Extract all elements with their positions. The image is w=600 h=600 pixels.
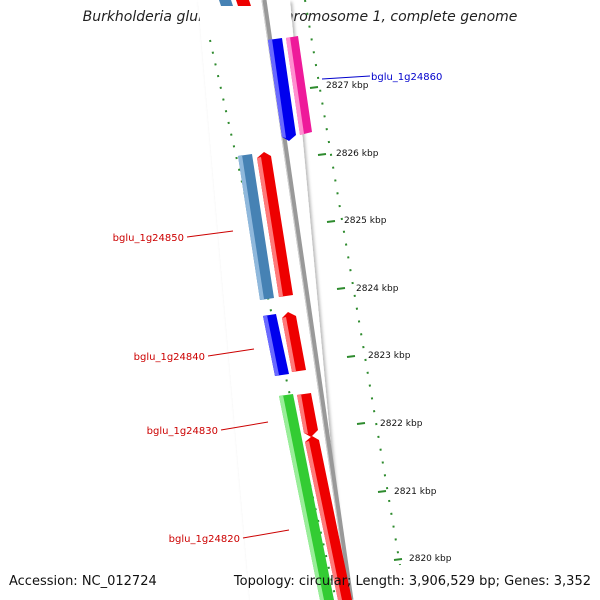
feature-bglu_1g24860-magenta	[286, 36, 312, 135]
feature-bglu_1g24850-red	[257, 152, 293, 297]
scale-tick-2823: 2823 kbp	[346, 351, 411, 361]
feature-top-red	[236, 0, 251, 6]
svg-text:bglu_1g24830: bglu_1g24830	[147, 426, 218, 437]
tick-label: 2824 kbp	[356, 284, 399, 294]
feature-bglu_1g24850-steelblue	[238, 154, 274, 300]
feature-bglu_1g24860-blue	[268, 38, 296, 141]
feature-bglu_1g24820-green	[279, 394, 334, 600]
tick-label: 2823 kbp	[368, 351, 411, 361]
scale-tick-2827: 2827 kbp	[309, 81, 369, 91]
outer-guide-line	[304, 0, 401, 566]
gene-label-bglu_1g24850[interactable]: bglu_1g24850	[113, 230, 234, 244]
svg-text:bglu_1g24820: bglu_1g24820	[169, 534, 240, 545]
gene-label-bglu_1g24830[interactable]: bglu_1g24830	[147, 421, 269, 437]
feature-bglu_1g24830-red	[297, 393, 318, 437]
feature-bglu_1g24840-red	[282, 312, 306, 372]
tick-label: 2820 kbp	[409, 554, 452, 564]
genome-summary-text: Topology: circular; Length: 3,906,529 bp…	[233, 574, 591, 589]
gene-label-bglu_1g24820[interactable]: bglu_1g24820	[169, 529, 290, 545]
scale-tick-2822: 2822 kbp	[356, 419, 423, 429]
scale-tick-2820: 2820 kbp	[393, 554, 452, 564]
svg-text:bglu_1g24850: bglu_1g24850	[113, 233, 184, 244]
tick-label: 2822 kbp	[380, 419, 423, 429]
feature-bglu_1g24820-red	[305, 436, 352, 600]
gene-label-bglu_1g24840[interactable]: bglu_1g24840	[134, 348, 255, 363]
svg-text:bglu_1g24840: bglu_1g24840	[134, 352, 205, 363]
scale-tick-2826: 2826 kbp	[317, 149, 379, 159]
accession-text: Accession: NC_012724	[9, 574, 157, 589]
tick-label: 2825 kbp	[344, 216, 387, 226]
scale-tick-2824: 2824 kbp	[336, 284, 399, 294]
tick-label: 2821 kbp	[394, 487, 437, 497]
scale-tick-2821: 2821 kbp	[377, 487, 437, 497]
feature-bglu_1g24840-blue	[263, 314, 289, 376]
feature-top-steelblue	[219, 0, 233, 6]
map-title: Burkholderia glumae BGR1 chromosome 1, c…	[82, 9, 518, 25]
gene-label-bglu_1g24860[interactable]: bglu_1g24860	[321, 72, 442, 83]
tick-label: 2827 kbp	[326, 81, 369, 91]
svg-text:bglu_1g24860: bglu_1g24860	[371, 72, 442, 83]
scale-tick-2825: 2825 kbp	[326, 216, 387, 226]
tick-label: 2826 kbp	[336, 149, 379, 159]
